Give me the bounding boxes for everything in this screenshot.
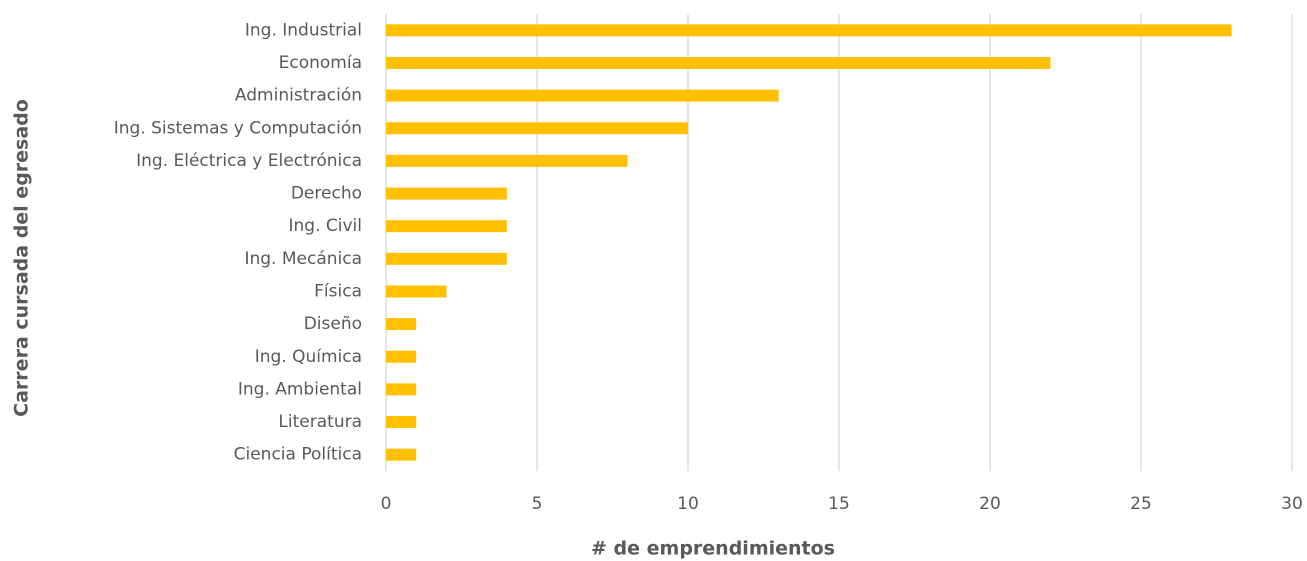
bar xyxy=(386,285,447,298)
y-tick-label: Ing. Eléctrica y Electrónica xyxy=(136,151,362,171)
x-axis-title: # de emprendimientos xyxy=(591,538,835,560)
y-tick-label: Ing. Sistemas y Computación xyxy=(114,118,362,138)
y-tick-label: Economía xyxy=(279,53,362,73)
bar xyxy=(386,122,688,135)
y-tick-label: Derecho xyxy=(291,184,362,204)
bar xyxy=(386,252,507,265)
bar xyxy=(386,416,417,429)
bar xyxy=(386,448,417,461)
y-tick-label: Ing. Mecánica xyxy=(244,249,362,269)
y-tick-label: Diseño xyxy=(304,314,362,334)
y-tick-label: Ing. Industrial xyxy=(245,20,362,40)
y-tick-label: Física xyxy=(314,281,362,301)
y-tick-label: Literatura xyxy=(278,412,362,432)
x-tick-label: 15 xyxy=(828,494,850,514)
bar xyxy=(386,154,628,167)
x-tick-label: 5 xyxy=(532,494,543,514)
x-tick-label: 10 xyxy=(677,494,699,514)
y-tick-label: Ing. Química xyxy=(255,347,362,367)
x-tick-label: 30 xyxy=(1281,494,1303,514)
bar xyxy=(386,24,1232,37)
y-tick-label: Ing. Civil xyxy=(289,216,363,236)
bar xyxy=(386,56,1051,69)
x-tick-label: 0 xyxy=(381,494,392,514)
bar xyxy=(386,220,507,233)
x-tick-label: 25 xyxy=(1130,494,1152,514)
bar xyxy=(386,89,779,102)
y-tick-label: Ciencia Política xyxy=(234,445,362,465)
y-axis-title: Carrera cursada del egresado xyxy=(11,99,33,417)
bar xyxy=(386,350,417,363)
bar xyxy=(386,318,417,331)
x-tick-label: 20 xyxy=(979,494,1001,514)
y-tick-label: Administración xyxy=(235,86,362,106)
bar xyxy=(386,187,507,200)
bar xyxy=(386,383,417,396)
y-tick-label: Ing. Ambiental xyxy=(238,379,362,399)
